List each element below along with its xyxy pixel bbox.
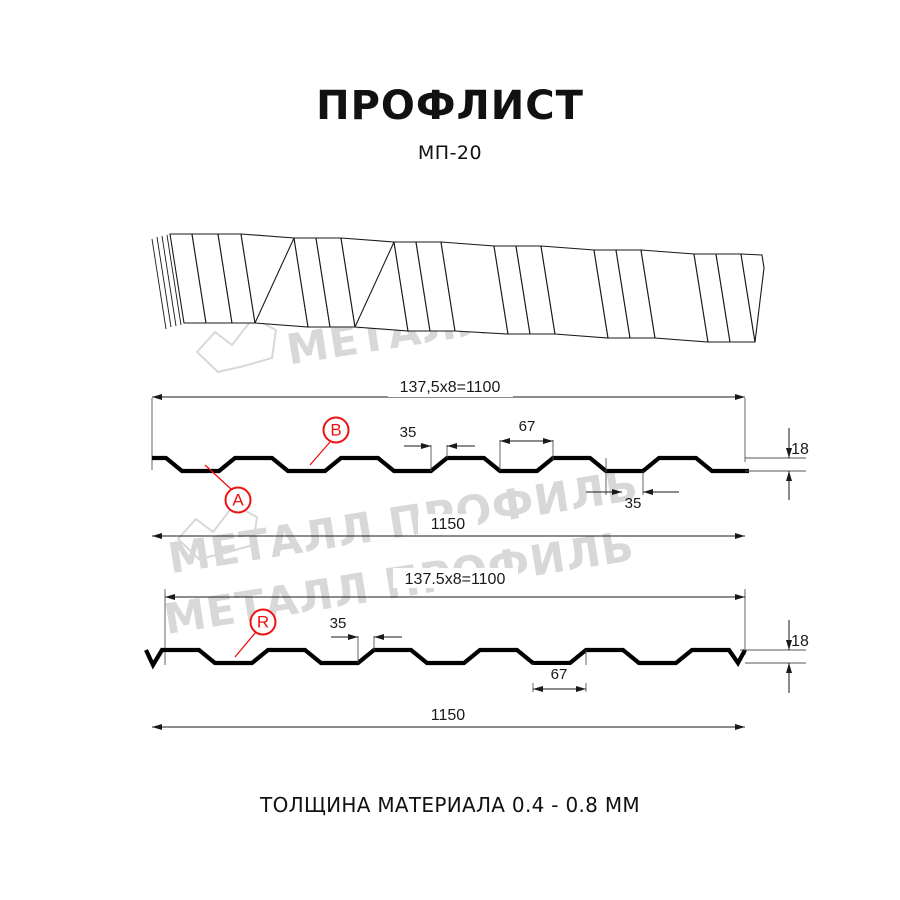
upper-rib-pitch-label: 67 [519,418,536,435]
watermark-logo-icon [195,316,278,374]
watermark-logo-icon-2 [176,503,259,561]
upper-rib-top-label: 35 [400,424,417,441]
upper-rib-top-dimension: 35 [400,424,475,471]
lower-height-label: 18 [791,633,809,650]
lower-rib-top-dimension: 35 [330,615,402,663]
lower-bottom-dimension-label: 1150 [431,707,466,724]
marker-b[interactable]: B [309,416,350,466]
model-subtitle: МП-20 [417,142,483,164]
upper-top-dimension: 137,5x8=1100 [151,379,746,470]
cross-section-lower: 137.5x8=1100 18 3 [144,568,809,730]
upper-bottom-dimension: 1150 [152,514,745,539]
lower-profile-outline [144,647,747,670]
marker-a-circle[interactable] [224,486,252,514]
upper-height-label: 18 [791,441,809,458]
marker-r-label: R [257,613,269,632]
iso-edge-lines [151,234,182,330]
marker-r-circle[interactable] [249,608,277,636]
marker-r[interactable]: R [234,608,277,658]
iso-corrugation-extra [254,237,395,328]
upper-top-dimension-label: 137,5x8=1100 [400,379,501,396]
marker-a-label: A [232,491,244,510]
lower-height-dimension: 18 [740,620,809,693]
cross-section-upper: 137,5x8=1100 18 3 [151,379,809,539]
lower-rib-pitch-label: 67 [551,666,568,683]
lower-bottom-dimension: 1150 [152,704,745,730]
upper-height-dimension: 18 [745,428,809,500]
isometric-sheet-view [151,233,765,343]
lower-top-dimension-label: 137.5x8=1100 [405,571,506,588]
lower-rib-top-label: 35 [330,615,347,632]
upper-bottom-dimension-label: 1150 [431,516,466,533]
upper-rib-pitch-dimension: 67 [499,418,554,471]
title-block: ПРОФЛИСТ МП-20 [0,86,900,164]
page-title: ПРОФЛИСТ [316,83,584,129]
lower-top-dimension: 137.5x8=1100 [164,568,746,665]
marker-b-label: B [330,421,341,440]
marker-a[interactable]: A [204,464,252,514]
material-thickness-note: ТОЛЩИНА МАТЕРИАЛА 0.4 - 0.8 ММ [260,793,640,817]
marker-b-circle[interactable] [322,416,350,444]
upper-profile-outline [152,455,749,474]
iso-corrugation-profile [169,233,765,343]
upper-valley-label: 35 [625,495,642,512]
lower-rib-pitch-dimension: 67 [528,650,590,692]
upper-valley-dimension: 35 [586,458,679,512]
